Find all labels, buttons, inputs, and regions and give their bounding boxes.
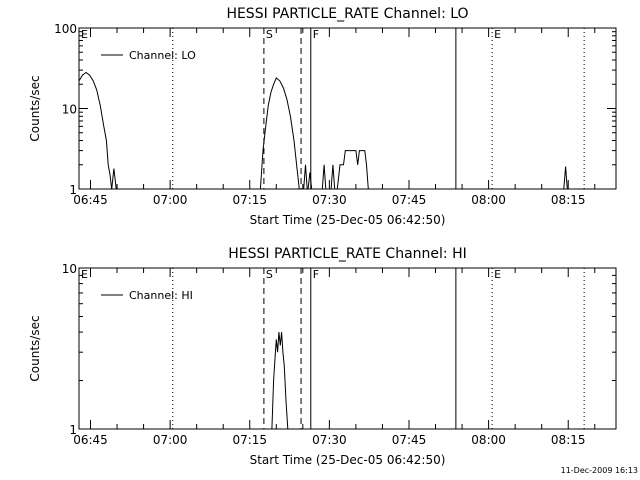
- series-line: [259, 77, 300, 190]
- series-line: [336, 150, 369, 190]
- footer-timestamp: 11-Dec-2009 16:13: [561, 466, 638, 475]
- legend-label: Channel: LO: [129, 49, 196, 62]
- series-line: [111, 168, 117, 190]
- y-tick-label: 1: [69, 183, 77, 197]
- x-tick-label: 07:30: [312, 433, 347, 447]
- chart-title: HESSI PARTICLE_RATE Channel: HI: [228, 246, 466, 262]
- y-axis-label: Counts/sec: [28, 75, 42, 141]
- x-tick-label: 08:00: [471, 193, 506, 207]
- x-tick-label: 07:15: [232, 193, 267, 207]
- x-tick-label: 08:00: [471, 433, 506, 447]
- legend: Channel: HI: [101, 289, 193, 302]
- y-axis-label: Counts/sec: [28, 315, 42, 381]
- event-label: E: [494, 268, 501, 281]
- x-tick-label: 08:15: [551, 433, 586, 447]
- series-line: [563, 166, 568, 190]
- x-tick-label: 07:45: [392, 433, 427, 447]
- event-label: F: [313, 28, 319, 41]
- chart-title: HESSI PARTICLE_RATE Channel: LO: [226, 6, 468, 22]
- x-tick-label: 07:45: [392, 193, 427, 207]
- event-label: F: [313, 268, 319, 281]
- y-tick-label: 100: [54, 22, 77, 36]
- x-axis-label: Start Time (25-Dec-05 06:42:50): [250, 213, 446, 227]
- plot-frame: [78, 267, 617, 430]
- y-tick-label: 1: [69, 423, 77, 437]
- x-tick-label: 06:45: [73, 433, 108, 447]
- plot-hi: HESSI PARTICLE_RATE Channel: HI 1 10 Counts…: [28, 246, 617, 467]
- series-line: [78, 71, 113, 190]
- y-tick-label: 10: [62, 262, 77, 276]
- legend: Channel: LO: [101, 49, 196, 62]
- x-tick-label: 06:45: [73, 193, 108, 207]
- series-line: [321, 164, 327, 190]
- series-line: [307, 172, 313, 190]
- x-tick-label: 07:00: [153, 193, 188, 207]
- x-tick-label: 08:15: [551, 193, 586, 207]
- x-axis-label: Start Time (25-Dec-05 06:42:50): [250, 453, 446, 467]
- event-label: E: [81, 268, 88, 281]
- event-label: E: [494, 28, 501, 41]
- event-label: S: [266, 28, 273, 41]
- plot-lo: HESSI PARTICLE_RATE Channel: LO 1 10 100 Cou…: [28, 6, 617, 227]
- event-label: E: [81, 28, 88, 41]
- x-tick-label: 07:00: [153, 433, 188, 447]
- series-line: [330, 164, 336, 190]
- y-tick-label: 10: [62, 103, 77, 117]
- series-line: [303, 164, 308, 190]
- legend-label: Channel: HI: [129, 289, 193, 302]
- x-tick-label: 07:15: [232, 433, 267, 447]
- series-line: [271, 332, 289, 430]
- x-tick-label: 07:30: [312, 193, 347, 207]
- event-label: S: [266, 268, 273, 281]
